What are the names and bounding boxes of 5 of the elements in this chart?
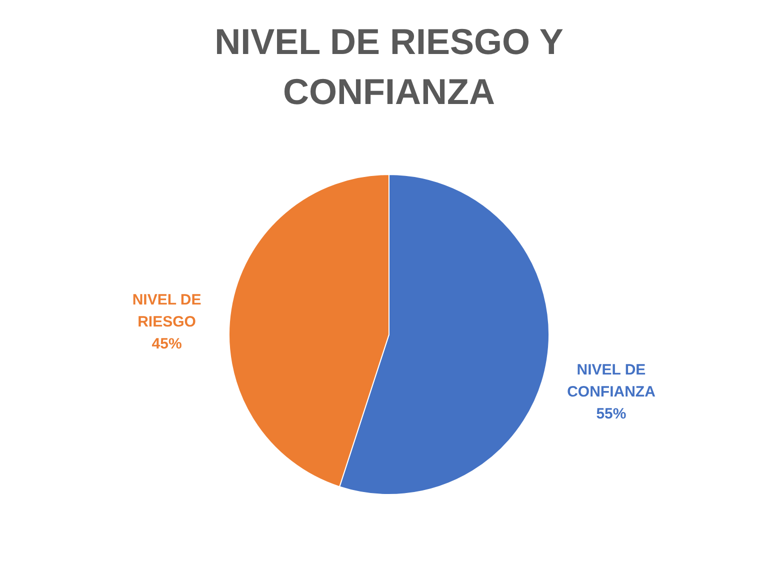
slice-label: NIVEL DE CONFIANZA bbox=[567, 362, 656, 401]
chart-title: NIVEL DE RIESGO Y CONFIANZA bbox=[214, 21, 564, 112]
slice-label: NIVEL DE RIESGO bbox=[132, 291, 202, 330]
data-label: 55% bbox=[596, 406, 626, 423]
data-label: 45% bbox=[152, 335, 182, 352]
